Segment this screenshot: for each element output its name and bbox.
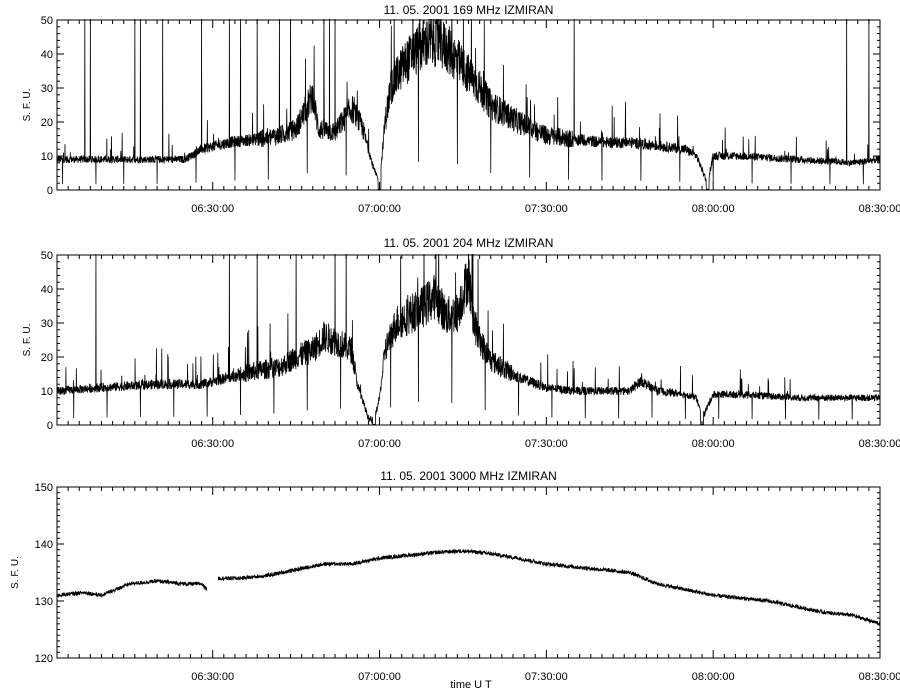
y-tick-label: 30 [41, 318, 53, 330]
x-tick-label: 07:30:00 [525, 203, 568, 215]
panel-204mhz: 11. 05. 2001 204 MHz IZMIRAN 0 10 20 30 40 50 0… [22, 236, 900, 450]
panel-169mhz: 11. 05. 2001 169 MHz IZMIRAN 0 10 20 30 40 50 0… [22, 3, 900, 215]
y-axis-label: S. F. U. [22, 89, 33, 122]
x-tick-label: 07:00:00 [358, 671, 401, 683]
x-tick-label: 08:30:00 [859, 438, 900, 450]
y-tick-label: 0 [47, 185, 53, 197]
plot-frame [56, 486, 881, 659]
y-tick-label: 120 [35, 653, 53, 665]
x-tick-label: 07:00:00 [358, 203, 401, 215]
y-tick-label: 20 [41, 352, 53, 364]
flux-series-line [57, 19, 880, 190]
y-tick-label: 0 [47, 420, 53, 432]
y-tick-label: 140 [35, 539, 53, 551]
flux-series-line [57, 254, 880, 425]
chart-title: 11. 05. 2001 204 MHz IZMIRAN [384, 236, 554, 250]
y-tick-label: 20 [41, 117, 53, 129]
x-tick-label: 08:00:00 [692, 438, 735, 450]
x-tick-label: 07:30:00 [525, 671, 568, 683]
flux-series-line [57, 548, 880, 627]
chart-title: 11. 05. 2001 169 MHz IZMIRAN [384, 3, 554, 17]
y-tick-label: 50 [41, 15, 53, 27]
y-tick-label: 40 [41, 49, 53, 61]
chart-title: 11. 05. 2001 3000 MHz IZMIRAN [380, 469, 557, 483]
plot-frame [56, 19, 881, 191]
x-tick-label: 06:30:00 [191, 671, 234, 683]
y-tick-label: 10 [41, 386, 53, 398]
y-tick-label: 10 [41, 151, 53, 163]
x-tick-label: 06:30:00 [191, 438, 234, 450]
y-axis-label: S. F. U. [10, 556, 21, 589]
x-tick-label: 08:30:00 [859, 203, 900, 215]
x-tick-label: 08:00:00 [692, 203, 735, 215]
y-tick-label: 50 [41, 250, 53, 262]
x-tick-label: 08:30:00 [859, 671, 900, 683]
panel-3000mhz: 11. 05. 2001 3000 MHz IZMIRAN 120 130 140 15… [10, 469, 900, 683]
x-tick-label: 06:30:00 [191, 203, 234, 215]
x-tick-label: 08:00:00 [692, 671, 735, 683]
x-tick-label: 07:00:00 [358, 438, 401, 450]
x-tick-label: 07:30:00 [525, 438, 568, 450]
y-tick-label: 40 [41, 284, 53, 296]
y-tick-label: 30 [41, 83, 53, 95]
y-tick-label: 150 [35, 482, 53, 494]
y-axis-label: S. F. U. [22, 324, 33, 357]
y-tick-label: 130 [35, 596, 53, 608]
x-axis-label: time U T [450, 679, 492, 691]
